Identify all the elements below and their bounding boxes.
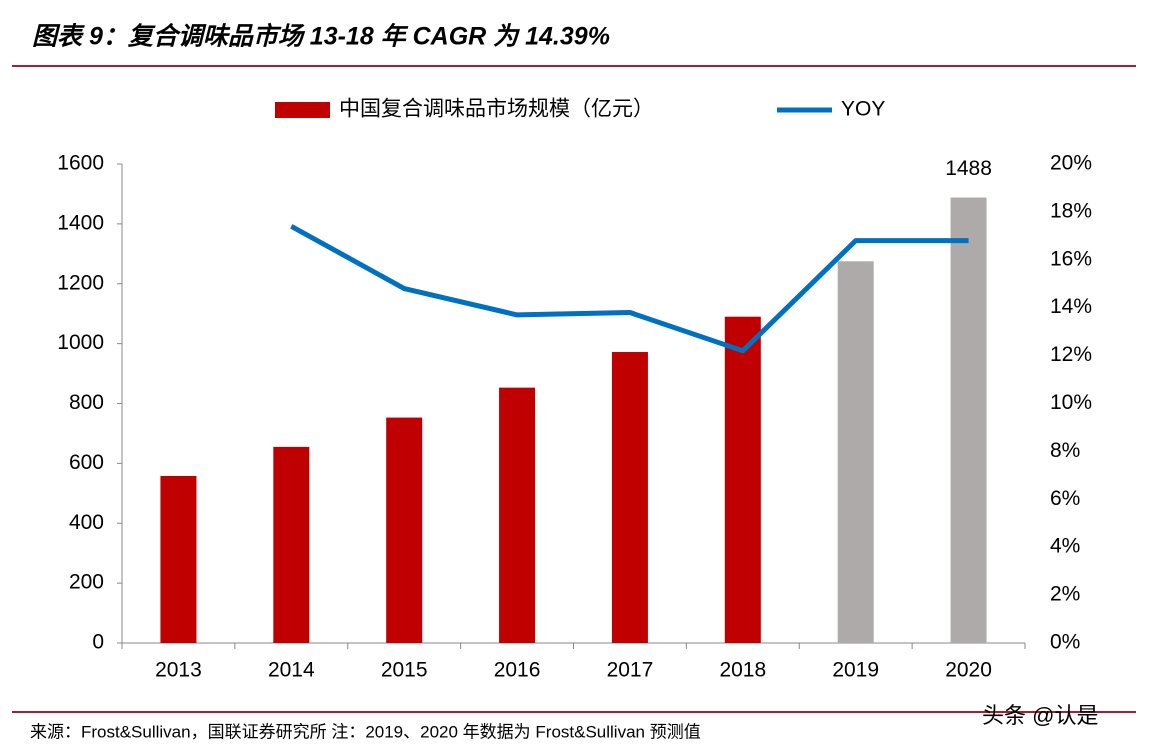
y2-tick-label: 16% <box>1050 247 1092 270</box>
y2-tick-label: 2% <box>1050 583 1080 606</box>
y-tick-label: 400 <box>69 511 104 534</box>
y-tick-label: 200 <box>69 571 104 594</box>
y2-tick-label: 6% <box>1050 487 1080 510</box>
bar <box>611 352 648 643</box>
y-tick-label: 1600 <box>57 152 104 175</box>
bar <box>950 197 987 643</box>
bar <box>837 261 874 643</box>
bar <box>273 446 310 643</box>
y-tick-label: 1200 <box>57 271 104 294</box>
x-tick-label: 2020 <box>945 659 992 682</box>
bar <box>724 316 761 643</box>
y-tick-label: 1400 <box>57 211 104 234</box>
legend-swatch <box>275 102 330 118</box>
y2-tick-label: 12% <box>1050 343 1092 366</box>
y-tick-label: 800 <box>69 391 104 414</box>
y2-tick-label: 14% <box>1050 295 1092 318</box>
watermark: 头条 @认是 <box>982 703 1098 728</box>
source-note: 来源：Frost&Sullivan，国联证券研究所 注：2019、2020 年数… <box>30 722 701 741</box>
chart-title: 图表 9：复合调味品市场 13-18 年 CAGR 为 14.39% <box>32 23 610 51</box>
x-tick-label: 2017 <box>607 659 654 682</box>
x-tick-label: 2019 <box>832 659 879 682</box>
legend-label: YOY <box>841 98 885 121</box>
y-tick-label: 600 <box>69 451 104 474</box>
bar <box>499 387 536 643</box>
legend-label: 中国复合调味品市场规模（亿元） <box>339 98 654 121</box>
y2-tick-label: 0% <box>1050 631 1080 654</box>
y-tick-label: 0 <box>92 631 104 654</box>
y-tick-label: 1000 <box>57 331 104 354</box>
y2-tick-label: 18% <box>1050 199 1092 222</box>
data-label: 1488 <box>945 157 992 180</box>
y2-tick-label: 8% <box>1050 439 1080 462</box>
y2-tick-label: 10% <box>1050 391 1092 414</box>
x-tick-label: 2018 <box>719 659 766 682</box>
x-tick-label: 2013 <box>155 659 202 682</box>
x-tick-label: 2016 <box>494 659 541 682</box>
y2-tick-label: 20% <box>1050 152 1092 175</box>
bar <box>386 417 423 643</box>
x-tick-label: 2014 <box>268 659 315 682</box>
y2-tick-label: 4% <box>1050 535 1080 558</box>
bar <box>160 475 197 643</box>
x-tick-label: 2015 <box>381 659 428 682</box>
line <box>290 224 969 354</box>
